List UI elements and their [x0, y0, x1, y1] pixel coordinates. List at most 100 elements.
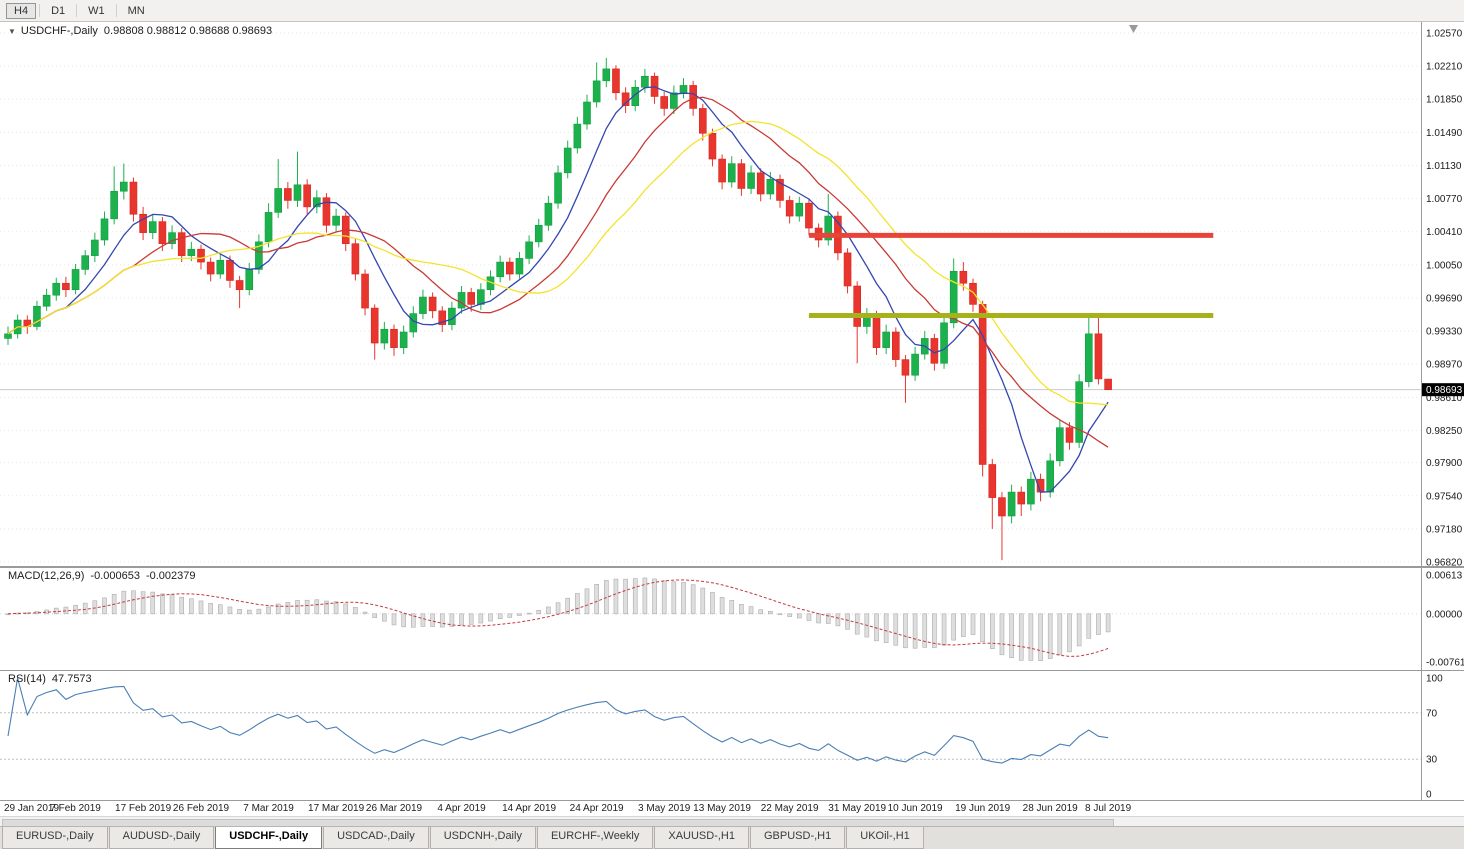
chart-tab-audusd-daily[interactable]: AUDUSD-,Daily	[108, 827, 215, 849]
price-axis-label: 0.97180	[1426, 524, 1463, 535]
candle-body	[409, 313, 418, 333]
candle-body	[969, 282, 977, 305]
chart-tab-usdcnh-daily[interactable]: USDCNH-,Daily	[429, 827, 536, 849]
macd-chart[interactable]: 0.00613 0.00000 -0.00761	[0, 567, 1464, 670]
macd-bar	[1105, 613, 1111, 633]
macd-bar	[5, 613, 11, 616]
macd-bar	[758, 609, 764, 615]
macd-bar	[536, 610, 542, 615]
chart-tab-usdchf-daily[interactable]: USDCHF-,Daily	[215, 827, 323, 849]
macd-bar	[845, 613, 850, 630]
chart-collapse-icon[interactable]: ▼	[8, 26, 16, 36]
chart-tab-eurusd-daily[interactable]: EURUSD-,Daily	[2, 827, 108, 849]
macd-bar	[825, 613, 831, 624]
macd-bar	[642, 577, 648, 615]
macd-bar	[333, 601, 339, 615]
candle-body	[785, 200, 794, 217]
rsi-chart[interactable]: 100 70 30 0	[0, 670, 1464, 800]
macd-axis-label: 0.00613	[1426, 571, 1463, 582]
macd-bar	[768, 610, 773, 615]
date-axis[interactable]: 29 Jan 2019 7 Feb 2019 17 Feb 2019 26 Feb 2…	[0, 800, 1464, 817]
price-axis-label: 1.00050	[1426, 260, 1463, 271]
candle-body	[776, 178, 784, 201]
timeframe-button-w1[interactable]: W1	[88, 4, 105, 17]
chart-tab-xauusd-h1[interactable]: XAUUSD-,H1	[654, 827, 749, 849]
candle-body	[390, 328, 398, 348]
chart-tab-ukoil-h1[interactable]: UKOil-,H1	[846, 827, 924, 849]
candle-body	[525, 241, 533, 259]
candle-body	[168, 232, 176, 244]
rsi-label: RSI(14)	[8, 673, 46, 685]
candle-body	[177, 232, 186, 256]
candle-body	[216, 259, 225, 275]
macd-bar	[565, 597, 571, 615]
macd-bar	[980, 613, 985, 642]
macd-bar	[131, 590, 136, 615]
macd-bar	[189, 598, 194, 615]
macd-bar	[439, 613, 445, 628]
chart-shift-marker-icon[interactable]	[1129, 25, 1138, 33]
candle-body	[206, 261, 215, 275]
current-price-value: 0.98693	[1426, 385, 1463, 396]
price-axis-label: 0.97900	[1426, 458, 1463, 469]
candle-body	[949, 270, 958, 324]
macd-bar	[719, 597, 725, 615]
candle-body	[795, 202, 804, 217]
macd-bar	[208, 603, 213, 615]
candle-body	[399, 331, 408, 348]
candle-body	[959, 270, 968, 284]
candle-body	[1075, 381, 1083, 443]
chart-tab-usdcad-daily[interactable]: USDCAD-,Daily	[323, 827, 429, 849]
rsi-pane[interactable]: 100 70 30 0 RSI(14) 47.7573	[0, 670, 1464, 800]
timeframe-button-mn[interactable]: MN	[127, 4, 145, 17]
macd-bar	[594, 584, 599, 615]
candle-body	[274, 188, 283, 213]
candlestick-chart[interactable]: 1.02570 1.02210 1.01850 1.01490 1.01130 1.007…	[0, 22, 1464, 567]
price-axis-label: 1.01490	[1426, 128, 1463, 139]
macd-bar	[575, 593, 580, 615]
timeframe-button-d1[interactable]: D1	[51, 4, 66, 17]
macd-bar	[63, 606, 69, 615]
chart-window: 1.02570 1.02210 1.01850 1.01490 1.01130 1.007…	[0, 22, 1464, 827]
moving-average-7	[7, 86, 1109, 493]
timeframe-toolbar: H4 D1 W1 MN	[0, 0, 1464, 22]
candle-body	[756, 172, 765, 195]
chart-tab-gbpusd-h1[interactable]: GBPUSD-,H1	[750, 827, 846, 849]
candle-body	[322, 197, 331, 226]
timeframe-button-h4[interactable]: H4	[6, 2, 37, 19]
chart-tab-eurchf-weekly[interactable]: EURCHF-,Weekly	[536, 827, 654, 849]
rsi-title: RSI(14) 47.7573	[8, 673, 92, 685]
macd-bar	[459, 613, 464, 626]
macd-bar	[1096, 613, 1101, 635]
candle-body	[544, 202, 553, 226]
candle-body	[380, 328, 389, 344]
macd-pane[interactable]: 0.00613 0.00000 -0.00761 MACD(12,26,9) -0.…	[0, 567, 1464, 670]
candle-body	[1094, 333, 1103, 380]
candle-body	[515, 258, 524, 275]
macd-bar	[748, 606, 754, 615]
candle-body	[1007, 491, 1016, 517]
candle-body	[139, 213, 147, 233]
candle-body	[612, 68, 620, 94]
candle-body	[534, 224, 543, 243]
candle-body	[891, 331, 900, 360]
macd-bar	[372, 613, 378, 618]
rsi-axis-label: 70	[1426, 708, 1438, 719]
price-pane[interactable]: 1.02570 1.02210 1.01850 1.01490 1.01130 1.007…	[0, 22, 1464, 567]
macd-bar	[777, 613, 783, 616]
date-axis-label: 3 May 2019	[638, 803, 691, 814]
price-axis-label: 0.98970	[1426, 360, 1463, 371]
candle-body	[351, 243, 360, 275]
candle-body	[245, 269, 254, 290]
candle-body	[91, 239, 99, 256]
candle-body	[554, 172, 562, 204]
candle-body	[698, 108, 707, 134]
macd-bar	[661, 580, 667, 615]
candle-body	[631, 86, 640, 106]
macd-bar	[73, 604, 78, 615]
price-axis-label: 1.02570	[1426, 29, 1463, 40]
date-axis-label: 13 May 2019	[693, 803, 752, 814]
candle-body	[882, 331, 890, 348]
macd-bar	[237, 608, 242, 615]
macd-bar	[449, 613, 455, 627]
